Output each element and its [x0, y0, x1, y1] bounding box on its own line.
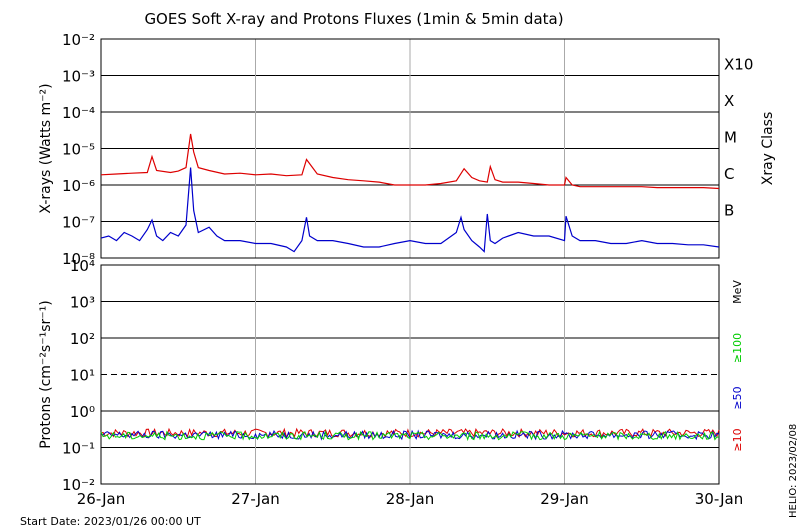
xray-frame — [100, 38, 720, 259]
xray-class-label: X — [724, 92, 734, 110]
proton-energy-unit: MeV — [731, 280, 744, 304]
x-axis: 26-Jan 27-Jan 28-Jan 29-Jan 30-Jan — [77, 490, 743, 508]
x-tick-label: 28-Jan — [386, 490, 434, 508]
xray-panel: 10⁻⁸ 10⁻⁷ 10⁻⁶ 10⁻⁵ 10⁻⁴ 10⁻³ 10⁻² B CM X X10 X-ray… — [38, 31, 776, 268]
xray-long-series — [100, 133, 720, 190]
xray-tick-label: 10⁻³ — [62, 68, 95, 86]
proton-series — [100, 430, 720, 442]
credit-label: HELIO: 2023/02/08 — [788, 424, 799, 518]
proton-tick-label: 10⁻¹ — [62, 440, 95, 458]
proton-y-axis-label: Protons (cm⁻²s⁻¹sr⁻¹) — [38, 300, 54, 449]
proton-frame — [100, 264, 720, 485]
chart-title: GOES Soft X-ray and Protons Fluxes (1min… — [144, 10, 563, 28]
x-tick-label: 27-Jan — [231, 490, 279, 508]
xray-class-label: C — [724, 165, 734, 183]
xray-tick-label: 10⁻⁸ — [62, 250, 95, 268]
xray-tick-label: 10⁻⁶ — [62, 177, 95, 195]
start-date-label: Start Date: 2023/01/26 00:00 UT — [20, 515, 201, 528]
xray-tick-label: 10⁻⁵ — [62, 141, 95, 159]
xray-tick-label: 10⁻² — [62, 31, 95, 49]
xray-class-axis-label: Xray Class — [760, 112, 776, 186]
xray-tick-label: 10⁻⁷ — [62, 214, 95, 232]
proton-tick-label: 10³ — [70, 294, 95, 312]
xray-y-axis-label: X-rays (Watts m⁻²) — [38, 83, 54, 213]
x-tick-label: 26-Jan — [77, 490, 125, 508]
xray-short-series — [100, 167, 720, 253]
proton-tick-label: 10² — [70, 330, 95, 348]
xray-class-label: B — [724, 202, 734, 220]
proton-legend-label: ≥100 — [731, 333, 744, 363]
proton-tick-label: 10⁰ — [70, 403, 95, 421]
proton-tick-label: 10¹ — [70, 367, 95, 385]
xray-class-label: X10 — [724, 56, 753, 74]
xray-tick-label: 10⁻⁴ — [62, 104, 95, 122]
proton-tick-label: 10⁻² — [62, 476, 95, 494]
proton-panel: 10⁻² 10⁻¹ 10⁰ 10¹ 10² 10³ 10⁴ ≥10 ≥50 ≥100 MeV Prot… — [38, 257, 744, 494]
proton-tick-label: 10⁴ — [70, 257, 95, 275]
x-tick-label: 29-Jan — [540, 490, 588, 508]
xray-class-label: M — [724, 129, 737, 147]
proton-legend-label: ≥10 — [731, 428, 744, 451]
x-tick-label: 30-Jan — [695, 490, 743, 508]
proton-legend-label: ≥50 — [731, 386, 744, 409]
